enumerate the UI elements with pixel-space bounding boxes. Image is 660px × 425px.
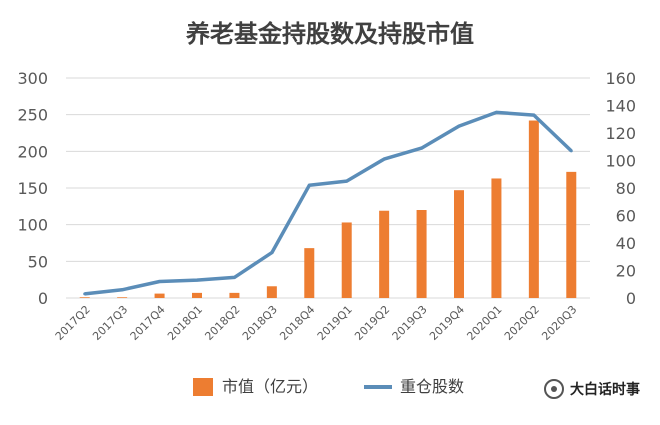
right-tick-label: 60 — [616, 207, 636, 226]
x-tick-label: 2019Q3 — [390, 303, 430, 343]
x-tick-label: 2018Q1 — [165, 303, 205, 343]
line-point — [195, 278, 199, 282]
line-point — [307, 183, 311, 187]
watermark-text: 大白话时事 — [570, 382, 640, 398]
right-tick-label: 40 — [616, 234, 636, 253]
x-tick-label: 2018Q2 — [202, 303, 242, 343]
right-tick-label: 0 — [626, 289, 636, 308]
legend-swatch-bar — [193, 378, 213, 396]
line-point — [120, 288, 124, 292]
x-tick-label: 2020Q1 — [464, 303, 504, 343]
left-tick-label: 0 — [38, 289, 48, 308]
line-point — [532, 113, 536, 117]
x-tick-label: 2017Q4 — [128, 303, 168, 343]
legend: 市值（亿元） 重仓股数 — [193, 377, 464, 396]
x-tick-label: 2018Q3 — [240, 303, 280, 343]
left-tick-label: 150 — [17, 179, 48, 198]
legend-label-line: 重仓股数 — [400, 377, 464, 396]
legend-label-bar: 市值（亿元） — [222, 377, 318, 396]
x-tick-label: 2020Q2 — [502, 303, 542, 343]
x-tick-label: 2017Q3 — [90, 303, 130, 343]
right-tick-label: 100 — [605, 152, 636, 171]
x-tick-label: 2019Q2 — [352, 303, 392, 343]
right-tick-label: 140 — [605, 97, 636, 116]
line-point — [270, 251, 274, 255]
x-tick-label: 2019Q1 — [315, 303, 355, 343]
line-point — [83, 292, 87, 296]
watermark: 大白话时事 — [544, 379, 640, 399]
bar — [341, 222, 352, 298]
wechat-icon — [544, 379, 564, 399]
left-axis: 0 50 100 150 200 250 300 — [17, 69, 48, 308]
x-axis: 2017Q22017Q32017Q42018Q12018Q22018Q32018… — [53, 303, 580, 343]
line-point — [345, 179, 349, 183]
bar — [192, 292, 202, 298]
grid — [66, 77, 590, 299]
bar — [566, 171, 577, 298]
left-tick-label: 300 — [17, 69, 48, 88]
bar-series — [79, 120, 577, 299]
right-tick-label: 80 — [616, 179, 636, 198]
bar — [379, 210, 390, 298]
x-tick-label: 2017Q2 — [53, 303, 93, 343]
line-point — [382, 157, 386, 161]
bar — [154, 293, 165, 298]
bar — [229, 292, 240, 298]
x-tick-label: 2019Q4 — [427, 303, 467, 343]
right-axis: 0 20 40 60 80 100 120 140 160 — [605, 69, 636, 308]
right-tick-label: 120 — [605, 124, 636, 143]
x-tick-label: 2020Q3 — [539, 303, 579, 343]
line-point — [232, 275, 236, 279]
bar — [454, 190, 464, 298]
bar — [528, 120, 539, 299]
left-tick-label: 50 — [28, 252, 48, 271]
line-point — [494, 110, 498, 114]
bar — [266, 286, 277, 298]
x-tick-label: 2018Q4 — [277, 303, 317, 343]
line-point — [420, 146, 424, 150]
bar — [117, 297, 128, 298]
right-tick-label: 20 — [616, 262, 636, 281]
left-tick-label: 250 — [17, 106, 48, 125]
line-point — [158, 280, 162, 283]
right-tick-label: 160 — [605, 69, 636, 88]
bar — [304, 248, 315, 298]
line-series — [83, 110, 573, 296]
bar — [79, 297, 90, 298]
left-tick-label: 200 — [17, 142, 48, 161]
line-point — [569, 149, 573, 153]
bar — [416, 210, 427, 298]
left-tick-label: 100 — [17, 216, 48, 235]
bar — [491, 178, 502, 298]
series-line — [84, 110, 573, 296]
line-point — [457, 124, 461, 128]
chart-title: 养老基金持股数及持股市值 — [185, 20, 474, 48]
